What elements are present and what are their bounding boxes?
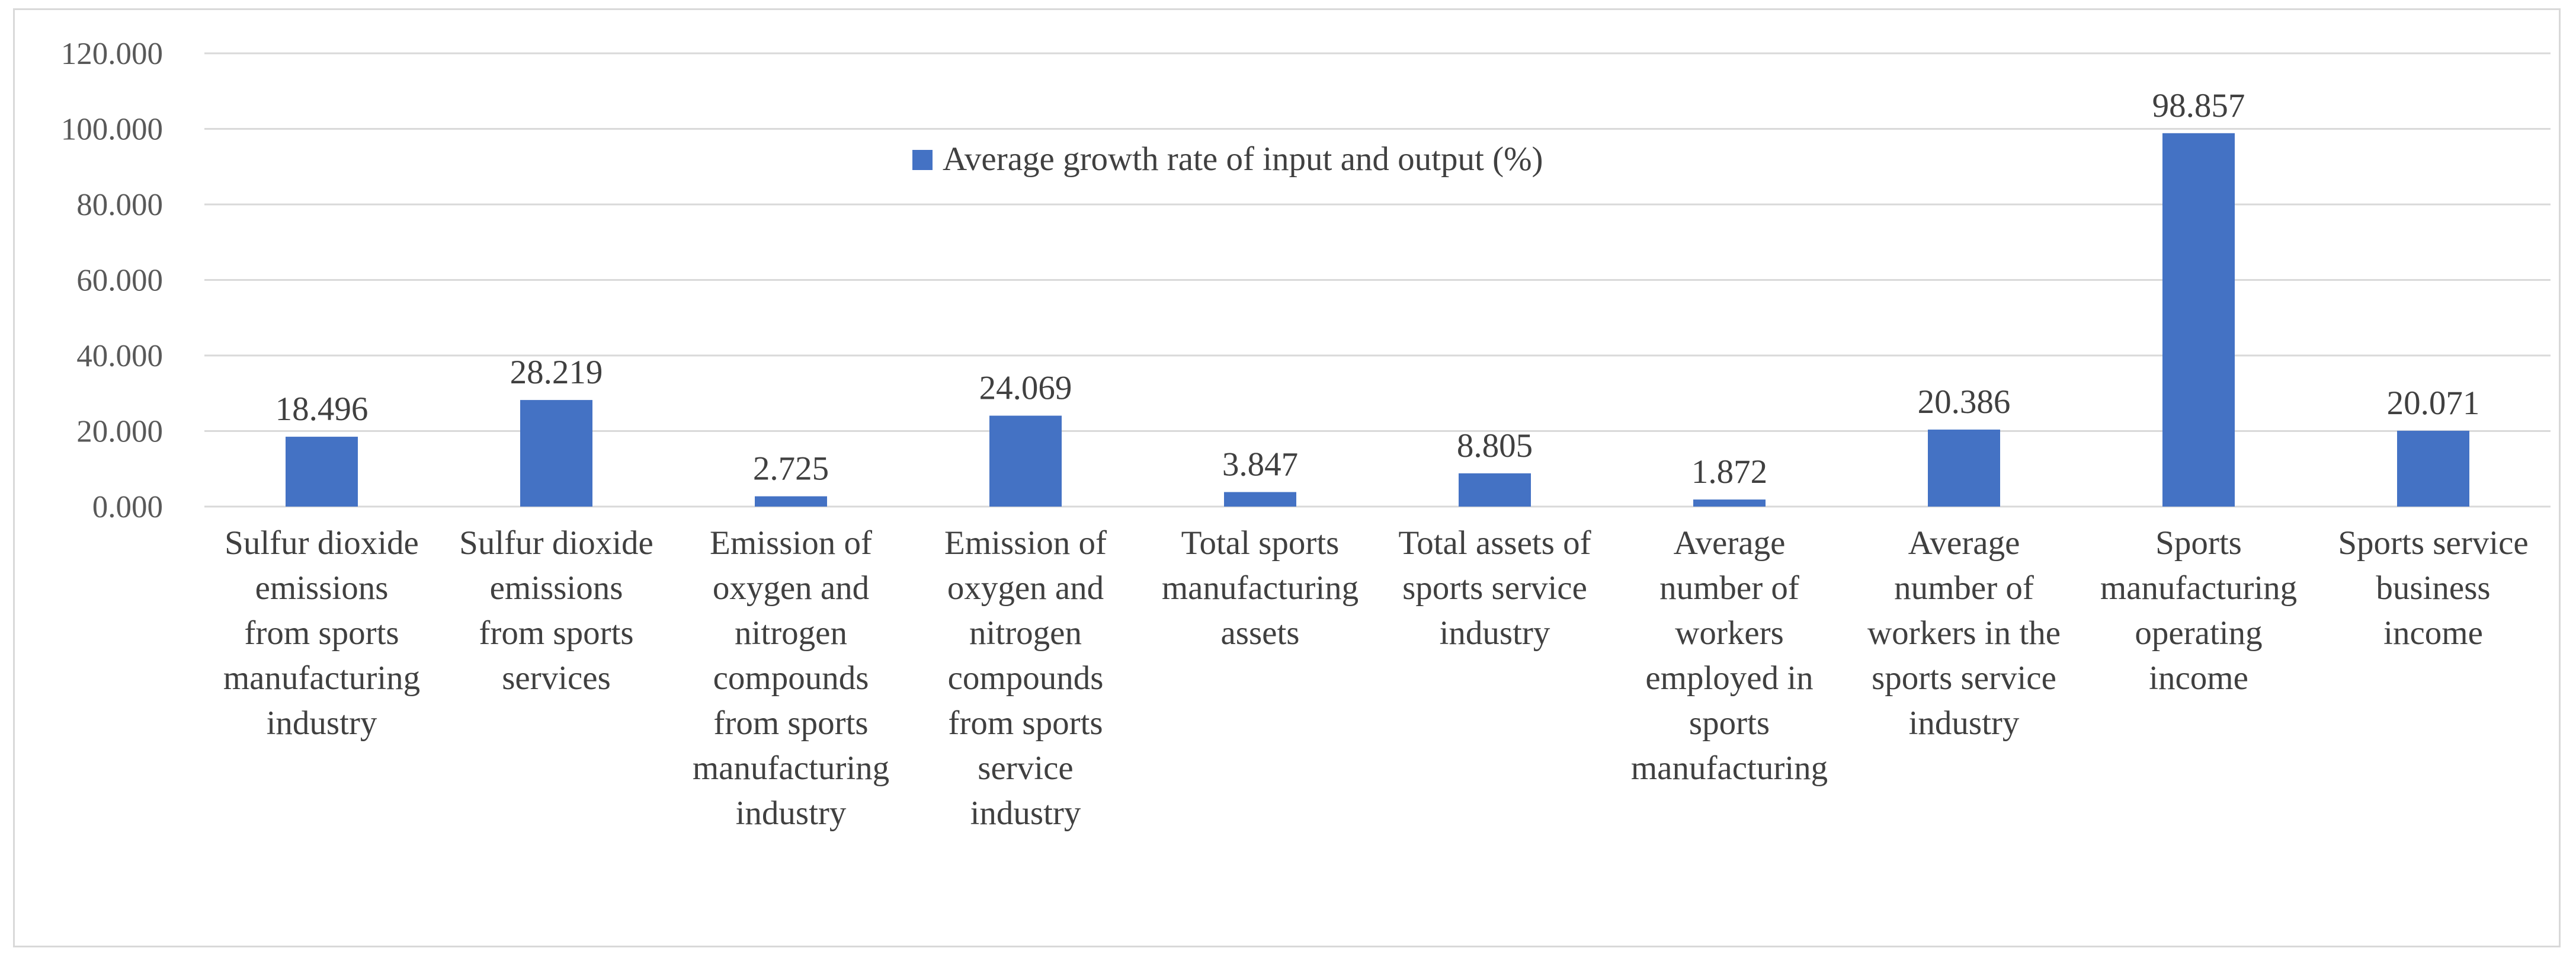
bar <box>520 400 592 507</box>
data-label: 8.805 <box>1457 427 1533 465</box>
data-label: 1.872 <box>1691 453 1767 491</box>
y-tick-label: 40.000 <box>76 339 163 373</box>
x-category-label: Sports manufacturing operating income <box>2100 524 2297 697</box>
data-label: 2.725 <box>753 450 829 488</box>
y-tick-label: 100.000 <box>61 113 163 147</box>
y-tick-label: 80.000 <box>76 188 163 222</box>
bar <box>1459 473 1531 507</box>
x-category-label: Emission of oxygen and nitrogen compounds fr… <box>693 524 889 832</box>
legend-label: Average growth rate of input and output … <box>943 140 1543 178</box>
data-label: 20.386 <box>1918 383 2011 421</box>
x-category-label: Emission of oxygen and nitrogen compounds fr… <box>944 524 1107 832</box>
data-label: 98.857 <box>2152 87 2245 124</box>
x-category-label: Total assets of sports service industry <box>1398 524 1591 652</box>
bar <box>989 415 1062 507</box>
bar-chart: 0.000 20.000 40.000 60.000 80.000 100.000 120.… <box>61 37 2551 832</box>
data-label: 24.069 <box>979 370 1072 407</box>
x-category-label: Average number of workers employed in sports… <box>1631 524 1828 787</box>
y-tick-label: 20.000 <box>76 415 163 449</box>
x-category-label: Average number of workers in the sports ser… <box>1867 524 2061 742</box>
y-tick-label: 60.000 <box>76 264 163 298</box>
y-tick-label: 0.000 <box>92 490 163 524</box>
x-category-label: Sulfur dioxide emissions from sports manufa… <box>223 524 420 742</box>
legend-swatch <box>912 150 933 170</box>
y-tick-label: 120.000 <box>61 37 163 71</box>
x-category-label: Total sports manufacturing assets <box>1162 524 1359 652</box>
bar <box>1928 430 2000 507</box>
chart-frame: 0.000 20.000 40.000 60.000 80.000 100.000 120.… <box>13 8 2561 947</box>
bar <box>286 437 358 507</box>
bar <box>2397 431 2469 507</box>
data-label: 28.219 <box>510 354 603 391</box>
data-label: 3.847 <box>1222 446 1298 483</box>
x-category-label: Sulfur dioxide emissions from sports servic… <box>459 524 653 697</box>
bar <box>1224 492 1296 507</box>
bar <box>755 496 827 507</box>
data-label: 20.071 <box>2387 385 2480 422</box>
bar <box>1693 499 1766 507</box>
x-category-label: Sports service business income <box>2338 524 2528 652</box>
data-label: 18.496 <box>275 390 369 428</box>
bar <box>2162 133 2235 507</box>
